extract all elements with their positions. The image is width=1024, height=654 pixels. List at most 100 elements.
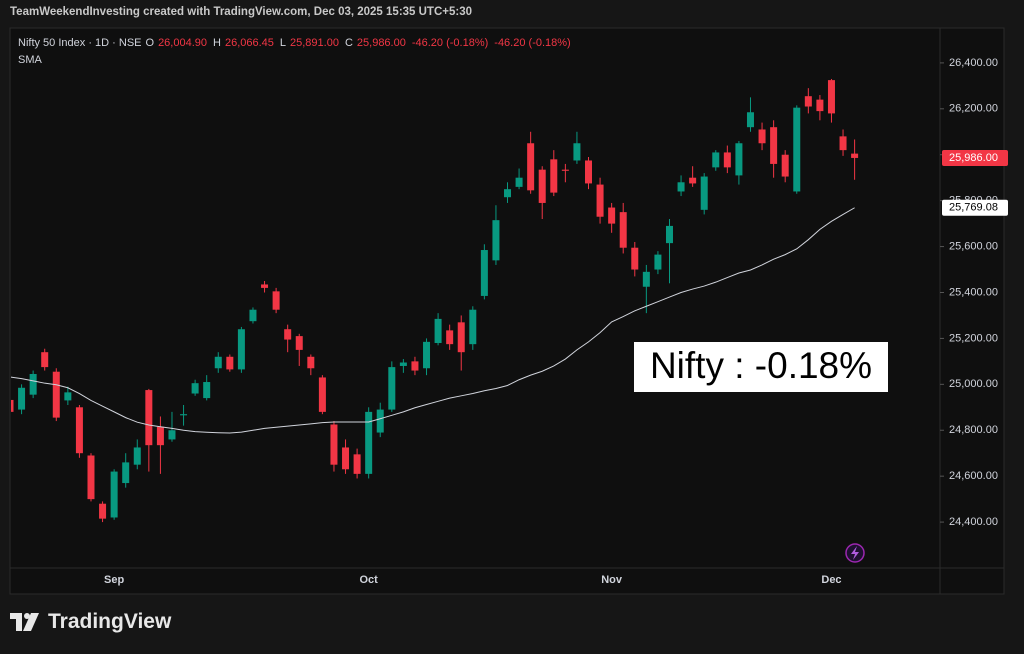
annotation: Nifty : -0.18% xyxy=(650,345,872,386)
ohlc-value: 26,004.90 xyxy=(158,37,207,49)
candle-body xyxy=(191,383,199,394)
candle-body xyxy=(492,220,500,261)
y-tick-label: 26,400.00 xyxy=(949,57,998,69)
ohlc-key: L xyxy=(279,37,287,49)
change: -46.20 (-0.18%) xyxy=(411,37,489,49)
candle-body xyxy=(608,207,616,224)
candle-body xyxy=(619,212,627,248)
candle-body xyxy=(214,356,222,369)
candle-body xyxy=(11,399,14,412)
price-tag xyxy=(942,199,1008,216)
annotation-box xyxy=(634,342,888,392)
candle-body xyxy=(423,341,431,369)
y-tick-label: 24,800.00 xyxy=(949,424,998,436)
candle-body xyxy=(353,454,361,474)
candle-body xyxy=(804,96,812,107)
logo xyxy=(10,613,39,631)
x-tick-label: Nov xyxy=(601,574,623,586)
chart-panel xyxy=(9,27,1005,595)
candle-body xyxy=(226,356,234,370)
candle-body xyxy=(446,330,454,345)
candle-body xyxy=(665,225,673,244)
candle-body xyxy=(504,189,512,198)
y-tick-label: 24,600.00 xyxy=(949,470,998,482)
candle-body xyxy=(64,392,72,401)
plot-area xyxy=(11,78,859,523)
candle-body xyxy=(307,356,315,369)
candle-body xyxy=(365,411,373,474)
candle-body xyxy=(596,184,604,217)
candle-body xyxy=(272,291,280,310)
candle-body xyxy=(712,152,720,168)
candle-body xyxy=(770,127,778,164)
candle-body xyxy=(133,447,141,465)
candle-body xyxy=(561,169,569,171)
candle-body xyxy=(249,309,257,322)
candle-body xyxy=(122,462,130,484)
y-tick-label: 25,400.00 xyxy=(949,286,998,298)
candle-body xyxy=(237,329,245,370)
legend: Nifty 50 Index · 1D · NSE O 26,004.90 H 26,… xyxy=(18,37,573,49)
price-tag xyxy=(942,149,1008,166)
candle-body xyxy=(746,112,754,128)
y-tick-label: 26,200.00 xyxy=(949,103,998,115)
candle-body xyxy=(99,503,107,519)
y-tick-label: 24,400.00 xyxy=(949,516,998,528)
candle-body xyxy=(631,247,639,270)
candle-body xyxy=(87,455,95,500)
brand: TradingView xyxy=(48,610,172,633)
candle-body xyxy=(689,177,697,184)
alert-bolt xyxy=(851,546,859,560)
candle-body xyxy=(735,143,743,176)
y-tick-label: 25,000.00 xyxy=(949,378,998,390)
candle-body xyxy=(851,153,859,158)
candle-body xyxy=(515,177,523,187)
price-tag-label: 25,769.08 xyxy=(949,202,998,214)
sma-legend[interactable]: SMA xyxy=(18,54,42,66)
candle-body xyxy=(839,136,847,151)
candle-body xyxy=(18,387,26,410)
candle-body xyxy=(642,271,650,287)
candle-body xyxy=(399,362,407,366)
candle-body xyxy=(457,322,465,353)
footer: TradingView xyxy=(10,610,171,634)
price-tag-label: 25,986.00 xyxy=(949,152,998,164)
ohlc-key: C xyxy=(344,37,353,49)
candle-body xyxy=(52,371,60,418)
y-tick-label: 25,200.00 xyxy=(949,332,998,344)
candle-body xyxy=(342,447,350,470)
x-tick-label: Sep xyxy=(104,574,124,586)
candle-body xyxy=(318,377,326,412)
symbol[interactable]: Nifty 50 Index · 1D · NSE xyxy=(18,37,142,49)
candle-body xyxy=(654,254,662,270)
ohlc-value: 26,066.45 xyxy=(224,37,274,49)
ohlc-value: 25,891.00 xyxy=(290,37,339,49)
candle-body xyxy=(827,80,835,114)
candle-body xyxy=(480,250,488,296)
candle-body xyxy=(723,152,731,168)
candle-body xyxy=(145,390,153,446)
candle-body xyxy=(284,329,292,340)
change: -46.20 (-0.18%) xyxy=(494,37,571,49)
candle-body xyxy=(793,107,801,192)
candle-body xyxy=(411,361,419,371)
x-tick-label: Dec xyxy=(821,574,841,586)
candle-body xyxy=(110,471,118,518)
candle-body xyxy=(330,424,338,465)
candle-body xyxy=(585,160,592,184)
candle-body xyxy=(434,318,442,343)
candle-body xyxy=(816,99,824,112)
candle-body xyxy=(180,414,188,416)
x-tick-label: Oct xyxy=(359,574,378,586)
candle-body xyxy=(295,336,303,350)
candle-body xyxy=(469,309,477,345)
candle-body xyxy=(758,129,766,144)
ohlc-value: 25,986.00 xyxy=(356,37,406,49)
candle-body xyxy=(538,169,546,203)
candle-body xyxy=(388,367,396,410)
candle-body xyxy=(75,407,83,454)
y-tick-label: 25,600.00 xyxy=(949,240,998,252)
candle-body xyxy=(29,373,37,395)
